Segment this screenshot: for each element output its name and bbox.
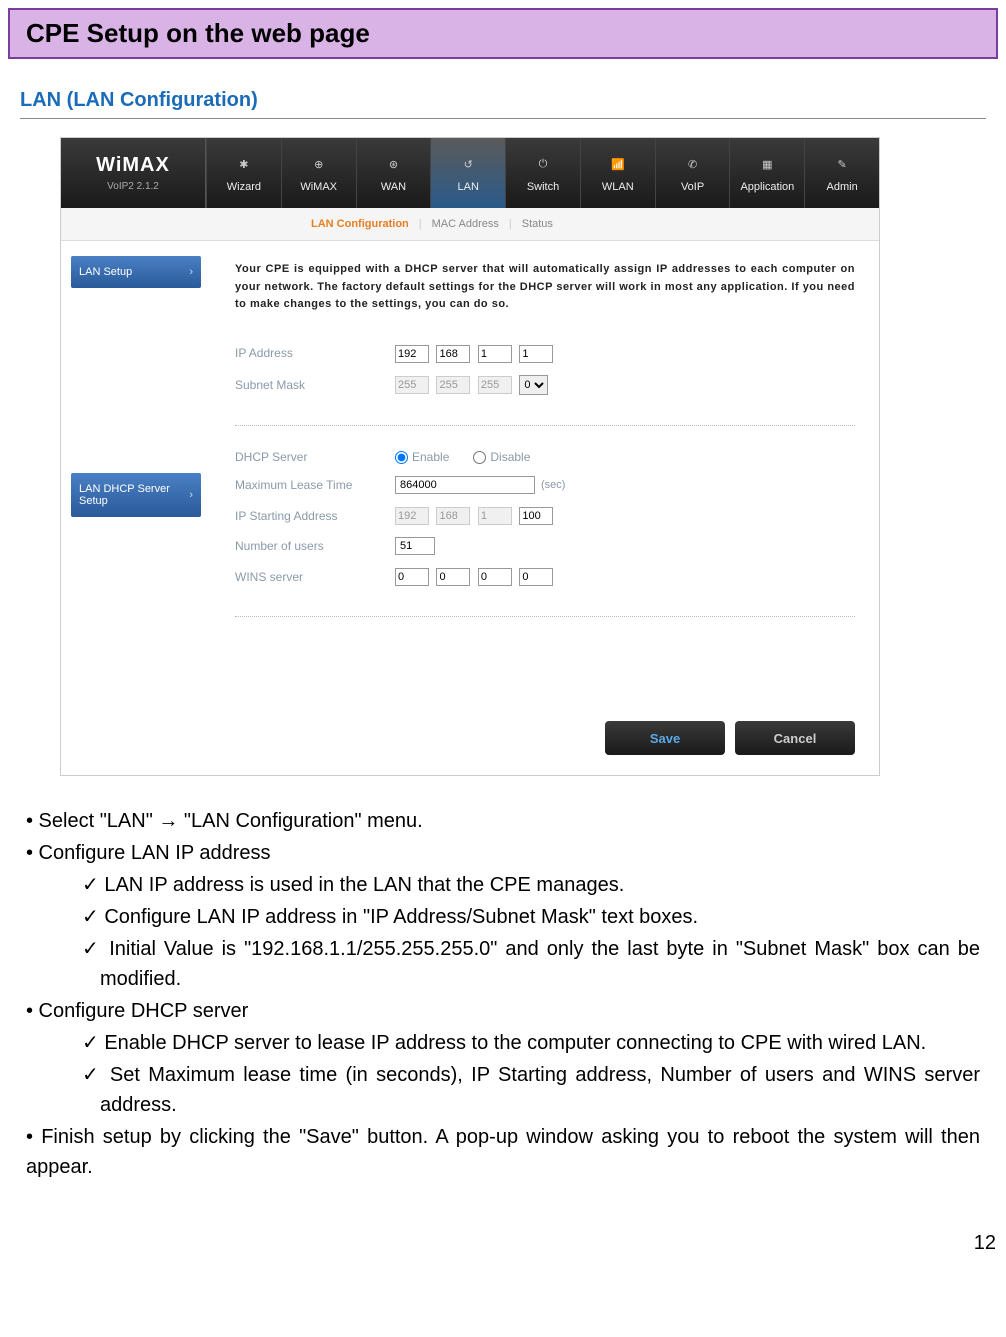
subnet-octet-2 (436, 376, 470, 394)
nav-label: VoIP (681, 181, 704, 193)
wizard-icon: ✱ (233, 153, 255, 175)
switch-icon: ⏻ (532, 153, 554, 175)
save-button[interactable]: Save (605, 721, 725, 755)
ip-octet-1[interactable] (395, 345, 429, 363)
wins-label: WINS server (235, 570, 395, 584)
enable-radio-label[interactable]: Enable (395, 450, 449, 464)
application-icon: ▦ (756, 153, 778, 175)
lease-time-unit: (sec) (541, 479, 565, 491)
voip-icon: ✆ (682, 153, 704, 175)
logo-box: WiMAX VoIP2 2.1.2 (61, 138, 206, 208)
subnet-octet-4-select[interactable]: 0 (519, 375, 548, 395)
nav-label: LAN (458, 181, 479, 193)
router-ui-screenshot: WiMAX VoIP2 2.1.2 ✱ Wizard ⊕ WiMAX ⊛ WAN ↺ LAN ⏻… (60, 137, 880, 776)
nav-items: ✱ Wizard ⊕ WiMAX ⊛ WAN ↺ LAN ⏻ Switch 📶 WLAN ✆ VoIP ▦ A… (206, 138, 879, 208)
instruction-bullet-2: • Configure LAN IP address (26, 838, 980, 868)
logo-text: WiMAX (96, 154, 170, 177)
side-labels: LAN Setup LAN DHCP Server Setup (61, 241, 211, 721)
lease-time-row: Maximum Lease Time (sec) (235, 476, 855, 494)
instruction-check-3: Initial Value is "192.168.1.1/255.255.25… (26, 934, 980, 994)
disable-radio[interactable] (473, 451, 486, 464)
dhcp-server-row: DHCP Server Enable Disable (235, 450, 855, 464)
subnet-row: Subnet Mask 0 (235, 375, 855, 395)
main-panel: Your CPE is equipped with a DHCP server … (211, 241, 879, 721)
nav-item-application[interactable]: ▦ Application (729, 138, 804, 208)
nav-item-lan[interactable]: ↺ LAN (430, 138, 505, 208)
nav-item-wlan[interactable]: 📶 WLAN (580, 138, 655, 208)
instruction-check-1: LAN IP address is used in the LAN that t… (26, 870, 980, 900)
start-ip-3 (478, 507, 512, 525)
nav-label: Switch (527, 181, 559, 193)
ip-address-label: IP Address (235, 346, 395, 360)
lease-time-label: Maximum Lease Time (235, 478, 395, 492)
top-nav: WiMAX VoIP2 2.1.2 ✱ Wizard ⊕ WiMAX ⊛ WAN ↺ LAN ⏻… (61, 138, 879, 208)
start-ip-4[interactable] (519, 507, 553, 525)
subnet-octet-1 (395, 376, 429, 394)
start-ip-2 (436, 507, 470, 525)
subtab-status[interactable]: Status (522, 218, 553, 230)
wins-1[interactable] (395, 568, 429, 586)
button-row: Save Cancel (61, 721, 879, 775)
nav-item-voip[interactable]: ✆ VoIP (655, 138, 730, 208)
wlan-icon: 📶 (607, 153, 629, 175)
subnet-label: Subnet Mask (235, 378, 395, 392)
page-number: 12 (0, 1232, 996, 1255)
side-label-lan-setup[interactable]: LAN Setup (71, 256, 201, 288)
instruction-check-5: Set Maximum lease time (in seconds), IP … (26, 1060, 980, 1120)
logo-subtext: VoIP2 2.1.2 (107, 181, 159, 192)
instruction-check-2: Configure LAN IP address in "IP Address/… (26, 902, 980, 932)
divider-dotted-1 (235, 425, 855, 426)
instruction-bullet-1: • Select "LAN" → "LAN Configuration" men… (26, 806, 980, 836)
lan-icon: ↺ (457, 153, 479, 175)
lease-time-input[interactable] (395, 476, 535, 494)
nav-label: WiMAX (300, 181, 337, 193)
start-ip-1 (395, 507, 429, 525)
instruction-bullet-4: • Finish setup by clicking the "Save" bu… (26, 1122, 980, 1182)
wins-4[interactable] (519, 568, 553, 586)
users-input[interactable] (395, 537, 435, 555)
nav-item-switch[interactable]: ⏻ Switch (505, 138, 580, 208)
nav-label: WAN (381, 181, 406, 193)
dhcp-server-label: DHCP Server (235, 450, 395, 464)
nav-item-admin[interactable]: ✎ Admin (804, 138, 879, 208)
divider (20, 118, 986, 119)
nav-item-wimax[interactable]: ⊕ WiMAX (281, 138, 356, 208)
start-ip-row: IP Starting Address (235, 506, 855, 525)
ip-address-row: IP Address (235, 344, 855, 363)
wins-2[interactable] (436, 568, 470, 586)
users-row: Number of users (235, 537, 855, 555)
wins-row: WINS server (235, 567, 855, 586)
start-ip-label: IP Starting Address (235, 509, 395, 523)
section-heading: LAN (LAN Configuration) (20, 89, 986, 112)
subnet-octet-3 (478, 376, 512, 394)
banner-title: CPE Setup on the web page (26, 18, 980, 49)
instructions: • Select "LAN" → "LAN Configuration" men… (26, 806, 980, 1182)
users-label: Number of users (235, 539, 395, 553)
ip-octet-2[interactable] (436, 345, 470, 363)
nav-item-wizard[interactable]: ✱ Wizard (206, 138, 281, 208)
divider-dotted-2 (235, 616, 855, 617)
disable-radio-label[interactable]: Disable (473, 450, 530, 464)
ip-octet-3[interactable] (478, 345, 512, 363)
subtab-lan-configuration[interactable]: LAN Configuration (311, 218, 409, 230)
enable-radio[interactable] (395, 451, 408, 464)
cancel-button[interactable]: Cancel (735, 721, 855, 755)
instruction-bullet-3: • Configure DHCP server (26, 996, 980, 1026)
nav-label: WLAN (602, 181, 634, 193)
subtab-mac-address[interactable]: MAC Address (432, 218, 499, 230)
subtab-bar: LAN Configuration|MAC Address|Status (61, 208, 879, 241)
wins-3[interactable] (478, 568, 512, 586)
wan-icon: ⊛ (382, 153, 404, 175)
ip-octet-4[interactable] (519, 345, 553, 363)
admin-icon: ✎ (831, 153, 853, 175)
intro-text: Your CPE is equipped with a DHCP server … (235, 261, 855, 314)
nav-label: Wizard (227, 181, 261, 193)
nav-item-wan[interactable]: ⊛ WAN (356, 138, 431, 208)
nav-label: Application (740, 181, 794, 193)
nav-label: Admin (827, 181, 858, 193)
side-label-lan-dhcp-server-setup[interactable]: LAN DHCP Server Setup (71, 473, 201, 517)
wimax-icon: ⊕ (308, 153, 330, 175)
page-banner: CPE Setup on the web page (8, 8, 998, 59)
instruction-check-4: Enable DHCP server to lease IP address t… (26, 1028, 980, 1058)
